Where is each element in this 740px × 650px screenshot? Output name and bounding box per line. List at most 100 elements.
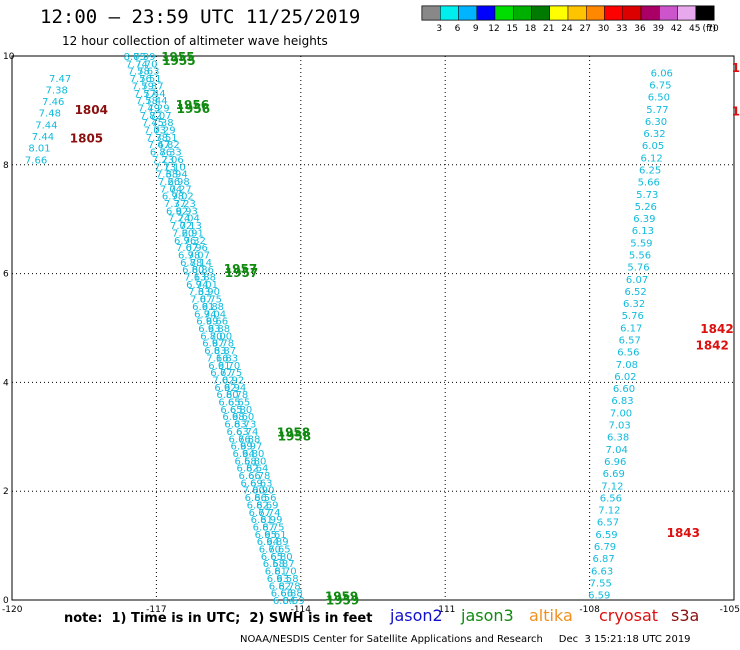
- wave-height-point: 6.98: [162, 192, 184, 203]
- wave-height-point: 6.86: [192, 265, 214, 276]
- wave-height-point: 7.32: [184, 236, 206, 247]
- wave-height-point: 7.01: [196, 280, 218, 291]
- colorbar-label: 6: [455, 24, 461, 34]
- wave-height-point: 7.04: [160, 184, 182, 195]
- wave-height-point: 6.96: [186, 243, 208, 254]
- wave-height-point: 6.81: [251, 515, 273, 526]
- time-label: 1957: [224, 262, 257, 276]
- wave-height-point: 6.92: [214, 383, 236, 394]
- wave-height-point: 6.70: [259, 545, 281, 556]
- wave-height-point: 7.13: [184, 273, 206, 284]
- x-tick-label: -111: [435, 605, 455, 615]
- wave-height-point: 7.04: [204, 309, 226, 320]
- wave-height-point: 6.80: [182, 265, 204, 276]
- colorbar-label: 15: [507, 24, 518, 34]
- wave-height-point: 6.77: [210, 368, 232, 379]
- wave-height-point: 6.94: [232, 449, 254, 460]
- wave-height-point: 6.77: [249, 508, 271, 519]
- wave-height-point: 5.76: [622, 311, 644, 322]
- wave-height-point: 7.24: [168, 214, 190, 225]
- colorbar-label: 3: [436, 24, 442, 34]
- wave-height-point: 6.63: [226, 427, 248, 438]
- wave-height-point: 6.78: [226, 390, 248, 401]
- wave-height-point: 7.29: [147, 103, 169, 114]
- colorbar-label: 42: [671, 24, 682, 34]
- wave-height-point: 7.03: [144, 126, 166, 137]
- wave-height-point: 7.02: [172, 192, 194, 203]
- wave-height-point: 6.93: [176, 206, 198, 217]
- wave-height-point: 6.82: [247, 500, 269, 511]
- colorbar-swatch: [531, 5, 550, 21]
- wave-height-point: 6.60: [613, 384, 635, 395]
- wave-height-point: 7.38: [46, 85, 68, 96]
- wave-height-point: 6.84: [273, 596, 295, 607]
- wave-height-point: 6.87: [214, 346, 236, 357]
- wave-height-point: 6.97: [240, 442, 262, 453]
- wave-height-point: 7.63: [137, 67, 159, 78]
- wave-height-point: 6.94: [257, 537, 279, 548]
- wave-height-point: 6.66: [239, 471, 261, 482]
- time-label-shadow: 1958: [278, 429, 311, 443]
- wave-height-point: 5.73: [636, 190, 658, 201]
- wave-height-point: 6.80: [216, 390, 238, 401]
- wave-height-point: 6.83: [204, 346, 226, 357]
- wave-height-point: 6.38: [607, 433, 629, 444]
- time-label: 1842: [700, 322, 733, 336]
- wave-height-point: 6.58: [276, 574, 298, 585]
- plot-frame: [11, 55, 735, 601]
- colorbar-label: 36: [634, 24, 646, 34]
- colorbar-swatch: [458, 5, 477, 21]
- wave-height-point: 6.65: [220, 405, 242, 416]
- wave-height-point: 6.56: [600, 493, 622, 504]
- wave-height-point: 6.32: [643, 129, 665, 140]
- colorbar-unit: (ft): [702, 24, 716, 34]
- wave-height-point: 6.89: [266, 537, 288, 548]
- wave-height-point: 6.98: [178, 250, 200, 261]
- time-label: 1956: [176, 98, 209, 112]
- wave-height-point: 6.12: [640, 153, 662, 164]
- wave-height-point: 6.76: [228, 434, 250, 445]
- wave-height-point: 6.02: [614, 372, 636, 383]
- wave-height-point: 7.07: [149, 111, 171, 122]
- wave-height-point: 6.65: [228, 398, 250, 409]
- wave-height-point: 6.59: [588, 591, 610, 602]
- wave-height-point: 7.44: [145, 96, 167, 107]
- colorbar-swatch: [549, 5, 569, 21]
- wave-height-point: 7.51: [155, 133, 177, 144]
- y-tick-label: 2: [3, 487, 9, 497]
- wave-height-point: 6.52: [624, 287, 646, 298]
- wave-height-point: 6.94: [165, 170, 187, 181]
- wave-height-point: 8.01: [28, 144, 50, 155]
- wave-height-point: 6.75: [649, 80, 671, 91]
- wave-height-point: 7.04: [606, 445, 628, 456]
- wave-height-point: 6.88: [194, 273, 216, 284]
- wave-height-point: 7.00: [243, 486, 265, 497]
- wave-height-point: 6.65: [268, 545, 290, 556]
- chart-subtitle: 12 hour collection of altimeter wave hei…: [62, 34, 328, 48]
- colorbar-swatch: [476, 5, 496, 21]
- wave-height-point: 7.66: [25, 155, 47, 166]
- wave-height-point: 6.87: [592, 554, 614, 565]
- wave-height-point: 6.87: [253, 522, 275, 533]
- wave-height-point: 6.86: [245, 493, 267, 504]
- time-label: 1842: [695, 338, 728, 352]
- wave-height-point: 6.70: [218, 361, 240, 372]
- wave-height-point: 7.74: [126, 59, 148, 70]
- wave-height-point: 7.56: [130, 74, 152, 85]
- wave-height-point: 6.78: [278, 581, 300, 592]
- wave-height-point: 6.32: [623, 299, 645, 310]
- wave-height-point: 6.75: [200, 295, 222, 306]
- wave-height-point: 6.94: [224, 383, 246, 394]
- wave-height-point: 6.87: [272, 559, 294, 570]
- wave-height-point: 7.49: [138, 103, 160, 114]
- wave-height-point: 6.58: [263, 559, 285, 570]
- wave-height-point: 7.33: [159, 148, 181, 159]
- wave-height-point: 6.69: [603, 469, 625, 480]
- wave-height-point: 6.95: [255, 530, 277, 541]
- wave-height-point: 7.44: [35, 120, 57, 131]
- wave-height-point: 6.82: [269, 581, 291, 592]
- wave-height-point: 7.27: [170, 184, 192, 195]
- wave-height-point: 6.88: [180, 258, 202, 269]
- wave-height-point: 6.69: [256, 500, 278, 511]
